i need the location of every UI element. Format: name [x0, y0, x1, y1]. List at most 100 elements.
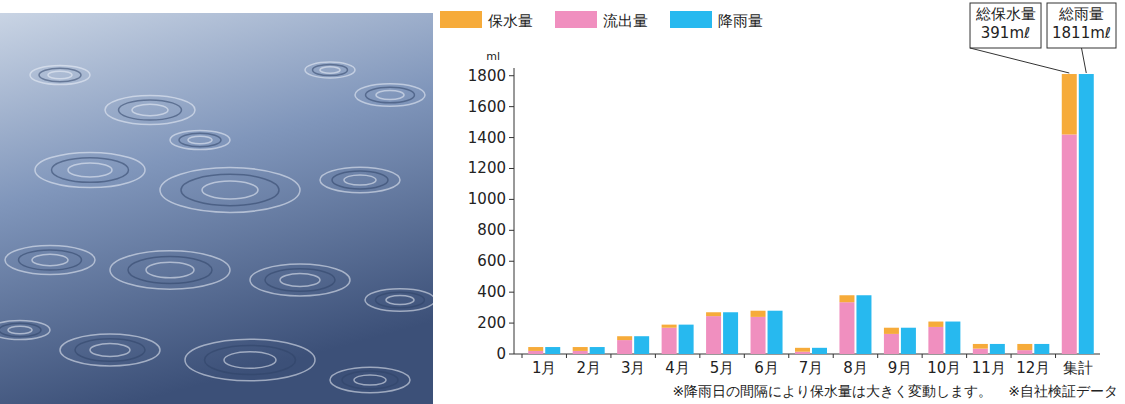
ripple: [0, 320, 50, 339]
ripple: [170, 130, 230, 149]
ripple: [160, 168, 300, 213]
bar: [573, 347, 588, 351]
ripple: [128, 257, 212, 284]
y-tick-label: 600: [477, 252, 506, 270]
ripple: [305, 62, 355, 78]
legend-swatch: [670, 11, 712, 28]
ripple: [32, 254, 68, 266]
bar: [706, 312, 721, 316]
ripple: [188, 136, 212, 144]
ripple: [35, 152, 145, 187]
ripple: [60, 334, 160, 366]
y-tick: [509, 354, 514, 355]
bar: [679, 325, 694, 354]
annotation: 総雨量1811mℓ: [1052, 5, 1111, 42]
bar: [928, 327, 943, 354]
note: ※降雨日の間隔により保水量は大きく変動します。: [673, 383, 993, 399]
ripple: [224, 352, 276, 369]
ripple: [75, 339, 145, 361]
ripple: [313, 64, 348, 75]
ripple: [320, 67, 340, 73]
bar: [901, 328, 916, 354]
ripple: [30, 65, 90, 84]
y-tick-label: 1400: [468, 129, 506, 147]
ripple: [355, 84, 425, 106]
bar: [634, 336, 649, 354]
bar: [662, 325, 677, 328]
bar: [751, 317, 766, 354]
y-tick: [509, 323, 514, 324]
annotation-text: 総雨量: [1058, 5, 1104, 23]
annotation-leader: [1082, 48, 1087, 73]
bars: [528, 74, 1094, 354]
x-tick: [699, 354, 700, 358]
x-tick-label: 4月: [665, 359, 690, 377]
bar: [928, 322, 943, 327]
bar: [884, 328, 899, 334]
y-tick: [509, 106, 514, 107]
x-tick: [788, 354, 789, 358]
bar: [617, 340, 632, 354]
annotation-text: 391mℓ: [981, 24, 1030, 42]
bar: [795, 352, 810, 354]
x-tick-label: 1月: [532, 359, 557, 377]
legend-swatch: [555, 11, 597, 28]
y-tick: [509, 137, 514, 138]
x-tick-label: 9月: [888, 359, 913, 377]
x-tick-label: 7月: [799, 359, 824, 377]
ripple: [344, 175, 376, 185]
y-tick-label: 1600: [468, 98, 506, 116]
ripple: [342, 371, 398, 389]
legend-label: 流出量: [603, 12, 648, 30]
annotation-leader: [970, 48, 1069, 73]
photo-bg: [0, 13, 433, 404]
ripple: [205, 345, 296, 374]
x-tick-label: 10月: [927, 359, 961, 377]
x-tick: [877, 354, 878, 358]
x-tick: [833, 354, 834, 358]
bar: [1017, 350, 1032, 354]
ripple: [119, 100, 182, 120]
bar: [973, 349, 988, 354]
bar: [706, 316, 721, 354]
y-tick: [509, 230, 514, 231]
bar: [545, 347, 560, 354]
ripple: [376, 91, 404, 100]
x-tick-label: 3月: [621, 359, 646, 377]
ripple: [320, 167, 400, 193]
x-tick: [922, 354, 923, 358]
ripple: [250, 264, 350, 296]
bar: [839, 295, 854, 302]
x-tick: [522, 354, 523, 358]
ripple: [8, 326, 32, 334]
ripple: [68, 163, 112, 177]
ripple: [5, 246, 95, 275]
chart: 020040060080010001200140016001800ml1月2月3…: [0, 0, 1125, 404]
ripple: [366, 87, 415, 103]
ripple: [330, 367, 410, 393]
bar: [884, 334, 899, 354]
y-unit: ml: [486, 50, 500, 63]
y-tick-label: 200: [477, 314, 506, 332]
bar: [990, 344, 1005, 354]
annotation-text: 総保水量: [975, 5, 1036, 23]
bar: [528, 351, 543, 354]
x-tick: [566, 354, 567, 358]
ripple: [90, 344, 130, 357]
ripple: [146, 262, 194, 277]
ripple: [110, 251, 230, 289]
x-tick: [744, 354, 745, 358]
x-tick: [1055, 354, 1056, 358]
ripple: [181, 174, 279, 205]
x-tick-label: 8月: [843, 359, 868, 377]
bar: [839, 302, 854, 354]
ripple: [354, 375, 386, 385]
ripple: [376, 292, 425, 308]
bar: [617, 336, 632, 340]
x-tick: [655, 354, 656, 358]
ripple: [105, 96, 195, 125]
ripple: [280, 274, 320, 287]
y-tick-label: 400: [477, 283, 506, 301]
ripple: [39, 68, 81, 81]
x-tick: [966, 354, 967, 358]
